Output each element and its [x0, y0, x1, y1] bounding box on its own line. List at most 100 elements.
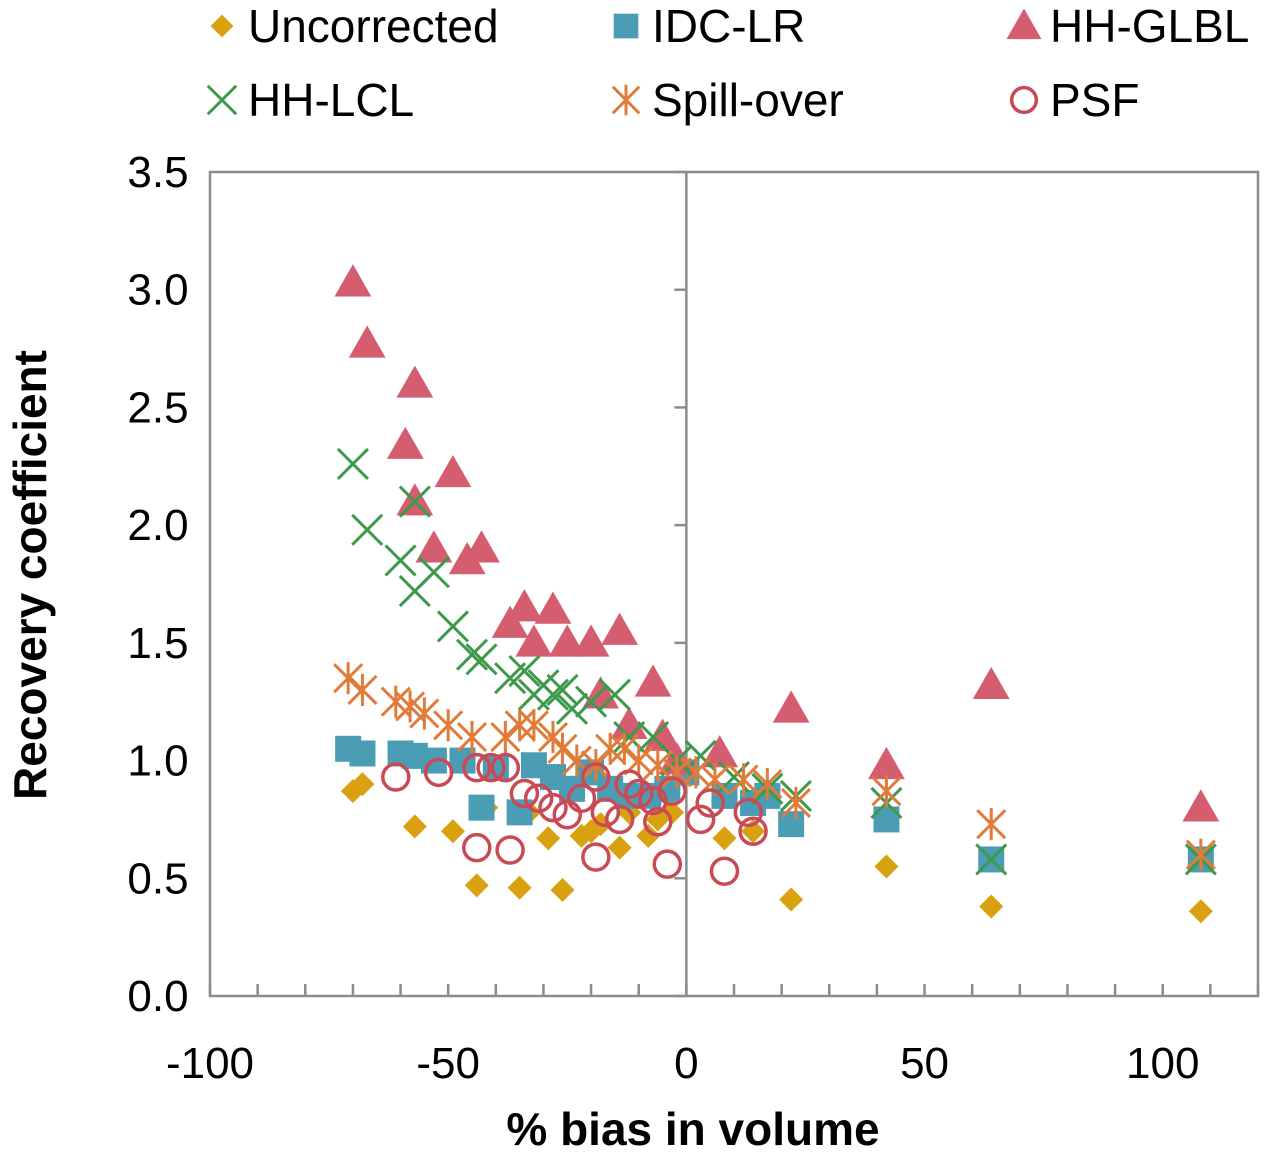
- data-point: [607, 835, 632, 860]
- data-point: [652, 849, 683, 879]
- data-point: [333, 662, 364, 695]
- legend-label: HH-LCL: [248, 74, 414, 126]
- axes: 0.0 0.5 1.0 1.5 2.0 2.5 3.0 3.5 -100 -50 0 50 100: [127, 148, 1260, 1088]
- data-point: [518, 709, 549, 742]
- data-point: [546, 673, 579, 707]
- data-point: [548, 624, 586, 657]
- data-point: [476, 752, 506, 783]
- data-point: [409, 697, 440, 730]
- data-point: [351, 513, 384, 546]
- data-point: [709, 856, 740, 886]
- data-point: [636, 823, 661, 848]
- data-point: [975, 843, 1008, 876]
- data-point: [972, 666, 1010, 700]
- series-uncorrected: [340, 772, 1213, 924]
- legend-label: Spill-over: [652, 74, 844, 126]
- data-point: [780, 786, 811, 820]
- legend-marker: [1009, 85, 1039, 115]
- series-psf: [381, 752, 768, 886]
- data-point: [695, 788, 725, 818]
- legend-item: Uncorrected: [210, 0, 499, 52]
- y-tick-label: 0.0: [127, 972, 188, 1021]
- data-point: [509, 778, 540, 809]
- data-point: [508, 655, 541, 688]
- legend-label: Uncorrected: [248, 0, 499, 52]
- data-point: [738, 816, 768, 846]
- data-point: [733, 797, 764, 828]
- data-point: [595, 732, 626, 765]
- data-point: [490, 752, 521, 783]
- data-point: [334, 264, 372, 297]
- data-point: [455, 638, 489, 671]
- data-point: [601, 612, 639, 645]
- plot-area: 0.0 0.5 1.0 1.5 2.0 2.5 3.0 3.5 -100 -50 0 50 100: [127, 148, 1260, 1088]
- data-point: [623, 778, 654, 809]
- data-point: [504, 709, 535, 742]
- data-point: [609, 732, 640, 765]
- data-point: [643, 807, 673, 837]
- data-point: [464, 873, 489, 898]
- data-point: [336, 447, 369, 480]
- data-point: [386, 426, 424, 459]
- legend-label: PSF: [1050, 74, 1139, 126]
- legend-marker: [613, 13, 639, 39]
- data-point: [506, 799, 533, 826]
- y-tick-label: 2.0: [127, 501, 188, 550]
- data-point: [536, 678, 570, 711]
- data-point: [976, 808, 1007, 841]
- x-tick-label: 100: [1126, 1039, 1199, 1088]
- data-point: [712, 826, 737, 851]
- data-point: [436, 610, 470, 643]
- data-point: [381, 762, 411, 792]
- legend-item: HH-LCL: [206, 74, 414, 126]
- data-point: [536, 826, 561, 851]
- data-point: [423, 757, 454, 788]
- x-tick-label: -100: [166, 1039, 254, 1088]
- data-point: [772, 690, 810, 723]
- x-tick-label: -50: [416, 1039, 480, 1088]
- y-tick-label: 3.5: [127, 148, 188, 197]
- data-point: [402, 814, 427, 839]
- data-point: [590, 797, 621, 828]
- data-point: [384, 544, 417, 577]
- data-point: [657, 776, 687, 806]
- data-point: [490, 720, 521, 754]
- data-point: [874, 854, 899, 879]
- data-point: [395, 690, 426, 723]
- data-point: [1188, 899, 1213, 924]
- data-point: [515, 624, 553, 657]
- data-point: [348, 325, 386, 358]
- data-point: [598, 678, 631, 711]
- legend-marker: [1006, 8, 1042, 40]
- x-tick-label: 0: [674, 1039, 698, 1088]
- legend-marker: [611, 84, 641, 116]
- y-tick-label: 0.5: [127, 854, 188, 903]
- x-axis-title: % bias in volume: [506, 1103, 879, 1155]
- legend-item: IDC-LR: [613, 0, 805, 52]
- y-tick-label: 1.5: [127, 619, 188, 668]
- data-point: [685, 804, 716, 835]
- data-point: [415, 530, 453, 563]
- data-point: [644, 718, 681, 751]
- data-point: [550, 878, 575, 903]
- data-point: [507, 875, 532, 900]
- data-point: [604, 804, 635, 835]
- data-point: [462, 752, 492, 783]
- legend-marker: [206, 84, 238, 116]
- data-point: [468, 794, 495, 821]
- data-point: [433, 709, 464, 742]
- series-hh-glbl: [334, 264, 1220, 822]
- data-point: [634, 664, 672, 697]
- data-point: [871, 775, 902, 808]
- legend-marker: [210, 14, 234, 38]
- data-point: [680, 756, 711, 789]
- data-point: [868, 746, 905, 780]
- data-point: [572, 624, 610, 657]
- data-point: [779, 887, 804, 912]
- data-point: [566, 783, 597, 813]
- legend-item: HH-GLBL: [1006, 0, 1249, 52]
- data-point: [575, 685, 608, 718]
- data-point: [349, 740, 376, 767]
- data-point: [547, 732, 578, 765]
- series-idc-lr: [335, 735, 1214, 873]
